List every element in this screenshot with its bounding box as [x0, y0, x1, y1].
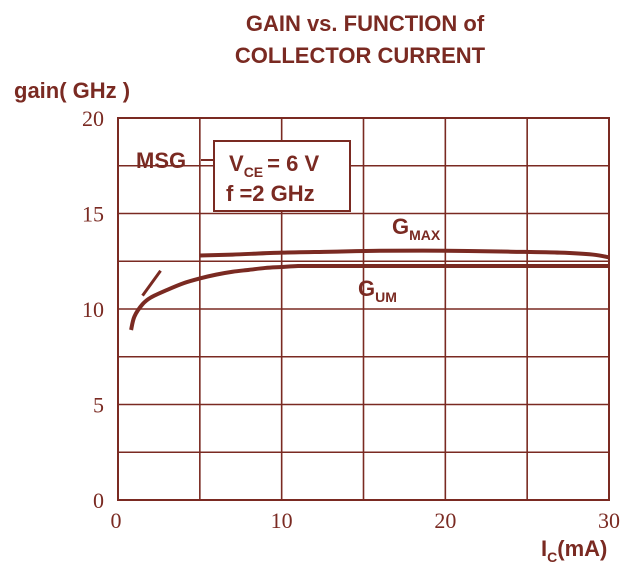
msg-label: MSG — [136, 148, 186, 173]
chart-title-line-1: GAIN vs. FUNCTION of — [246, 11, 485, 36]
y-tick-label: 10 — [82, 297, 104, 322]
x-axis-label: IC(mA) — [541, 536, 607, 565]
conditions-box-frame — [213, 140, 351, 212]
vce-label: VCE = 6 V — [229, 151, 319, 180]
series-gmax-line — [199, 248, 610, 260]
x-tick-label: 0 — [111, 508, 122, 533]
y-tick-label: 15 — [82, 202, 104, 227]
series-msg-line — [141, 269, 162, 297]
x-tick-labels: 0 10 20 30 — [111, 508, 621, 533]
frequency-label: f =2 GHz — [226, 181, 315, 206]
x-tick-label: 10 — [271, 508, 293, 533]
plot-border — [117, 117, 610, 501]
chart-title-line-2: COLLECTOR CURRENT — [235, 43, 486, 68]
grid — [117, 117, 610, 501]
x-tick-label: 30 — [598, 508, 620, 533]
x-tick-label: 20 — [434, 508, 456, 533]
gum-label: GUM — [358, 276, 397, 305]
conditions-box: VCE = 6 V f =2 GHz — [213, 140, 351, 212]
y-axis-label: gain( GHz ) — [14, 78, 130, 103]
y-tick-label: 0 — [93, 488, 104, 513]
y-tick-label: 20 — [82, 106, 104, 131]
y-tick-label: 5 — [93, 393, 104, 418]
series-gum-line — [129, 263, 609, 331]
gmax-label: GMAX — [392, 214, 441, 243]
y-tick-labels: 0 5 10 15 20 — [82, 106, 104, 513]
plot-frame — [117, 117, 610, 501]
